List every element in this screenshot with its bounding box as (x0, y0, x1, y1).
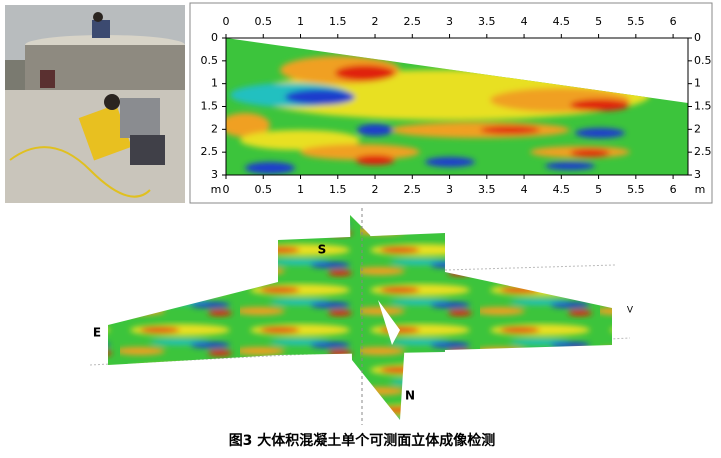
x-tick-label: 2 (372, 183, 379, 196)
x-tick-label: 5 (595, 183, 602, 196)
x-tick-label: 1 (297, 15, 304, 28)
x-tick-label: 1 (297, 183, 304, 196)
direction-label: E (93, 326, 101, 340)
y-tick-label: 3 (211, 168, 218, 181)
x-tick-label: 1.5 (329, 183, 347, 196)
x-tick-label: 2.5 (404, 15, 422, 28)
x-tick-label: 5.5 (627, 183, 645, 196)
x-tick-label: 2.5 (404, 183, 422, 196)
unit-label: m (211, 183, 222, 196)
x-tick-label: 6 (670, 15, 677, 28)
y-tick-label: 0.5 (201, 54, 219, 67)
site-photo (5, 5, 185, 203)
x-tick-label: 6 (670, 183, 677, 196)
direction-label: V (627, 306, 634, 316)
y-tick-label: 0.5 (694, 54, 712, 67)
y-tick-label: 3 (694, 168, 701, 181)
x-tick-label: 4.5 (553, 183, 571, 196)
x-tick-label: 0.5 (255, 183, 273, 196)
x-tick-label: 3 (446, 15, 453, 28)
y-tick-label: 2 (211, 122, 218, 135)
axes: 000.50.5111.51.5222.52.5333.53.5444.54.5… (201, 15, 712, 196)
y-tick-label: 2 (694, 122, 701, 135)
x-tick-label: 4.5 (553, 15, 571, 28)
fence-diagram (89, 208, 631, 425)
x-tick-label: 4 (521, 183, 528, 196)
x-tick-label: 3.5 (478, 183, 496, 196)
direction-label: N (405, 389, 415, 403)
y-tick-label: 2.5 (694, 145, 712, 158)
unit-label: m (695, 183, 706, 196)
x-tick-label: 1.5 (329, 15, 347, 28)
x-tick-label: 5.5 (627, 15, 645, 28)
y-tick-label: 1.5 (201, 100, 219, 113)
x-tick-label: 3.5 (478, 15, 496, 28)
direction-label: S (318, 243, 327, 257)
x-tick-label: 0 (223, 15, 230, 28)
x-tick-label: 0 (223, 183, 230, 196)
x-tick-label: 4 (521, 15, 528, 28)
caption: 图3 大体积混凝土单个可测面立体成像检测 (229, 432, 496, 449)
y-tick-label: 0 (211, 31, 218, 44)
y-tick-label: 2.5 (201, 145, 219, 158)
x-tick-label: 2 (372, 15, 379, 28)
x-tick-label: 0.5 (255, 15, 273, 28)
y-tick-label: 1 (211, 77, 218, 90)
y-tick-label: 0 (694, 31, 701, 44)
y-tick-label: 1.5 (694, 100, 712, 113)
x-tick-label: 3 (446, 183, 453, 196)
x-tick-label: 5 (595, 15, 602, 28)
y-tick-label: 1 (694, 77, 701, 90)
